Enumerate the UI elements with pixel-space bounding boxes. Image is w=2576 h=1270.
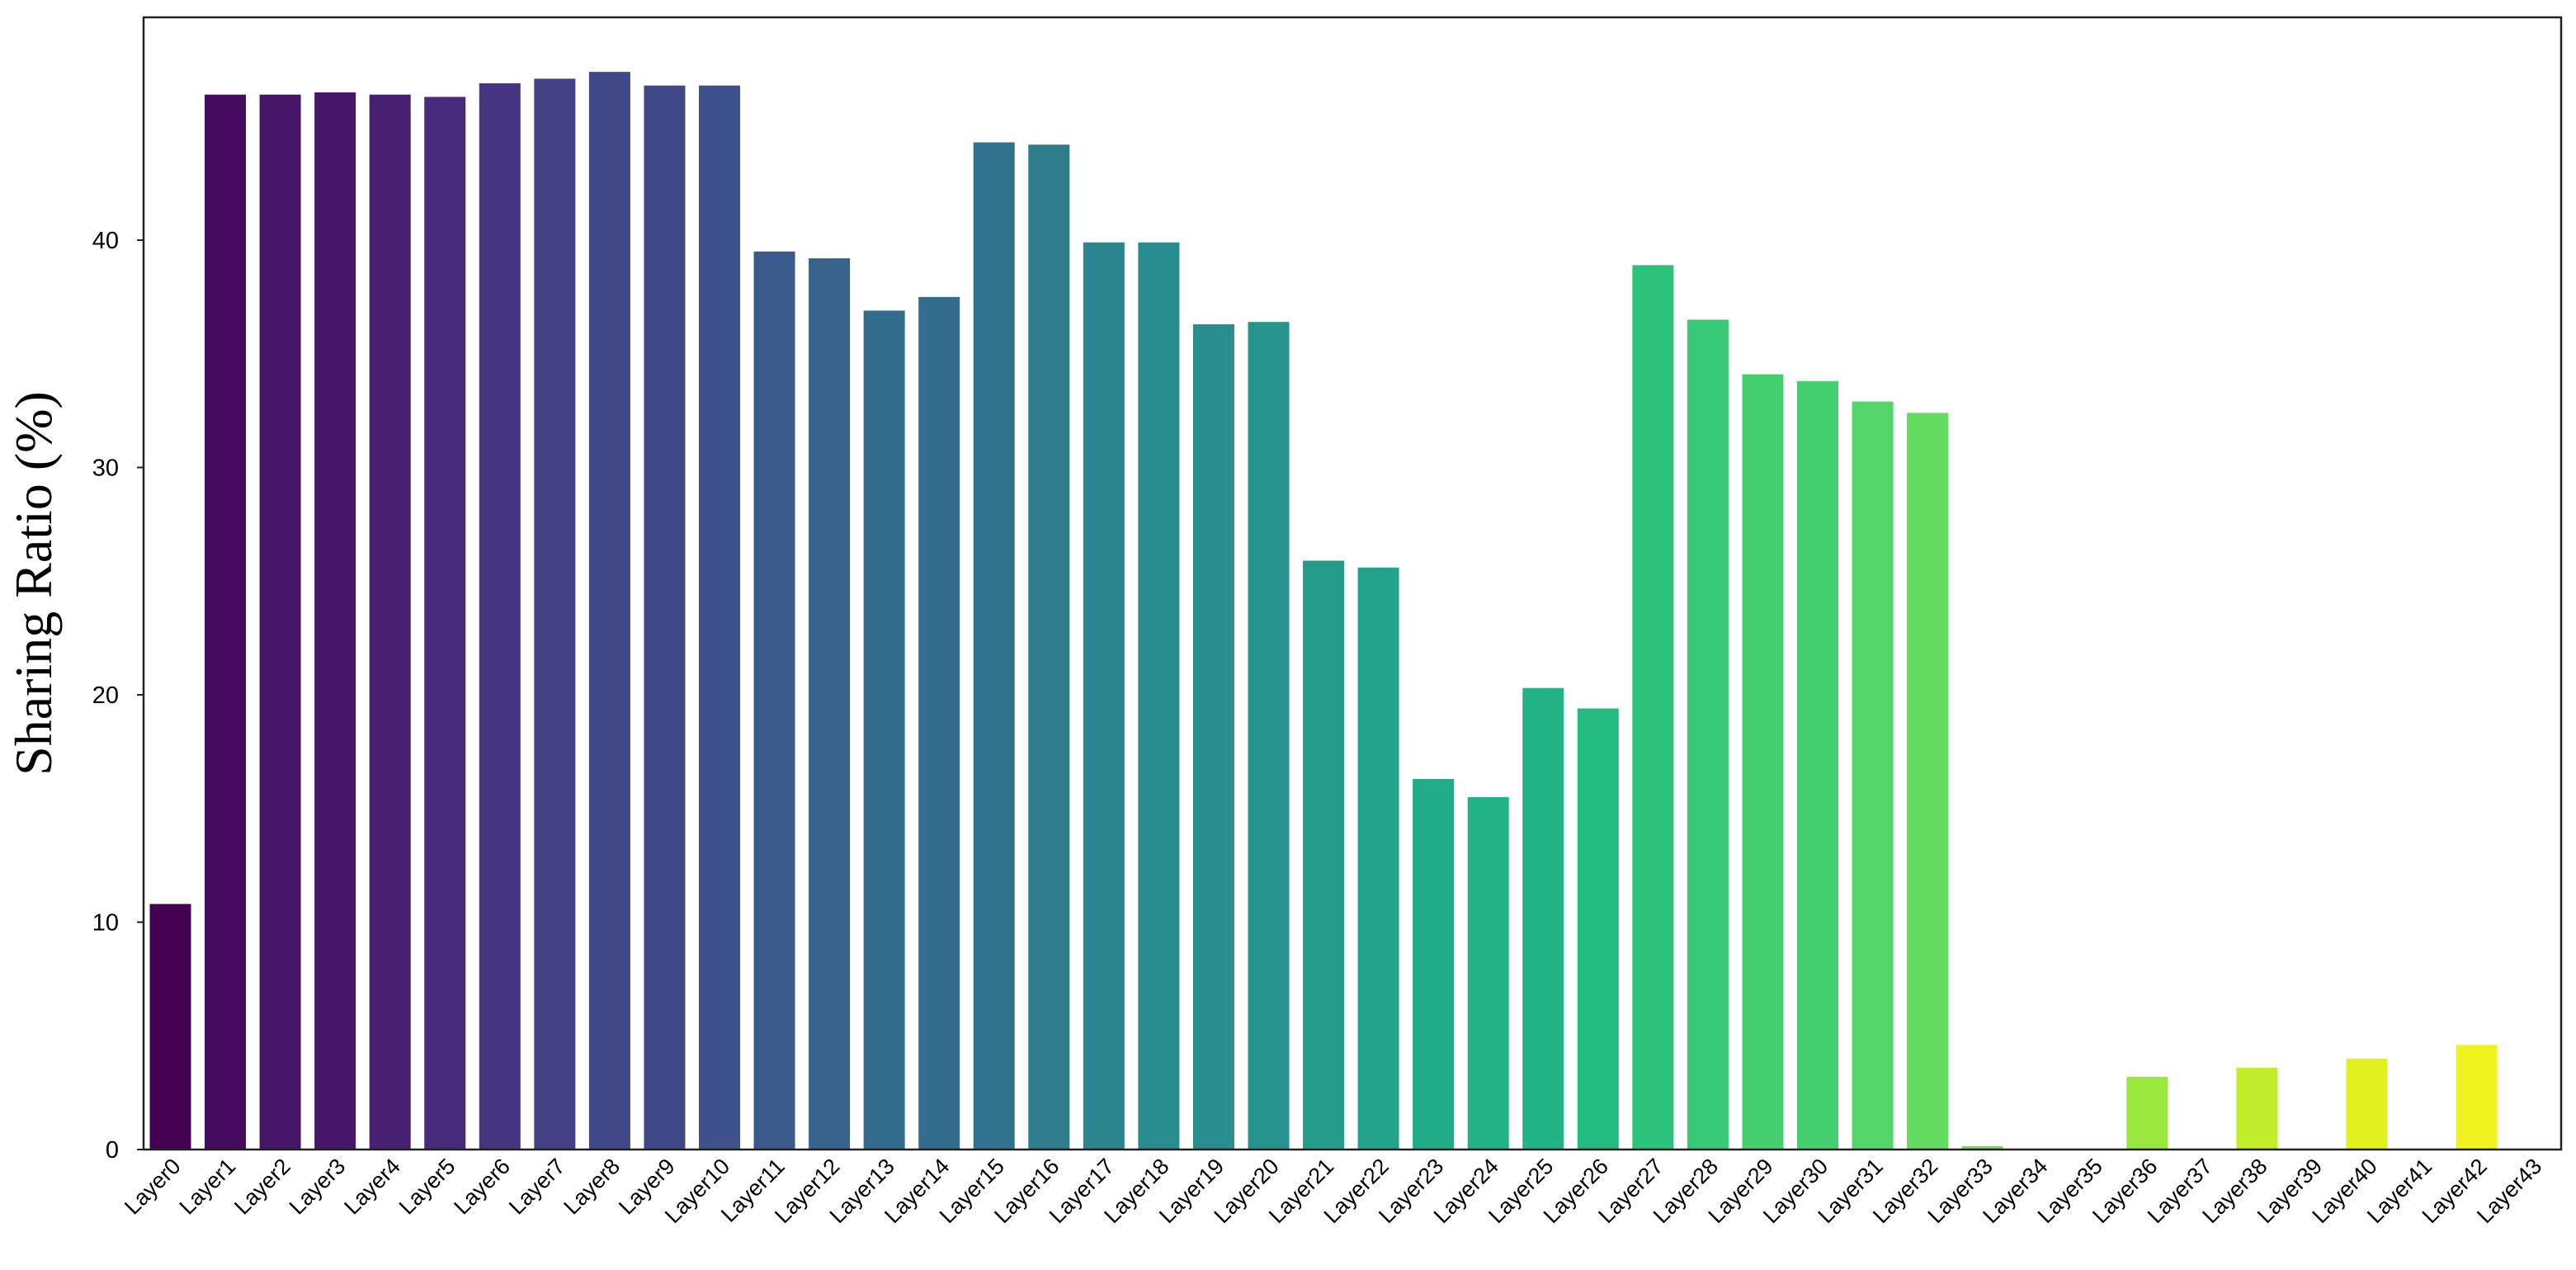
bar-layer10 <box>699 85 740 1150</box>
bar-layer17 <box>1083 242 1125 1150</box>
bar-layer13 <box>863 310 905 1150</box>
bar-layer27 <box>1632 265 1674 1150</box>
y-axis-label: Sharing Ratio (%) <box>4 391 63 776</box>
bar-layer23 <box>1413 778 1455 1150</box>
bar-layer2 <box>259 94 301 1150</box>
bar-layer6 <box>479 83 521 1150</box>
bars-group <box>149 72 2498 1150</box>
bar-layer12 <box>809 258 851 1150</box>
bar-layer32 <box>1907 413 1949 1150</box>
bar-layer22 <box>1357 567 1399 1150</box>
bar-layer20 <box>1248 322 1290 1150</box>
y-tick-label: 20 <box>92 682 119 709</box>
bar-layer42 <box>2456 1045 2498 1150</box>
bar-layer24 <box>1467 796 1509 1150</box>
y-axis: 0 10 20 30 40 <box>92 228 144 1164</box>
bar-layer21 <box>1303 560 1345 1150</box>
bar-layer28 <box>1687 319 1729 1150</box>
bar-layer9 <box>644 85 686 1150</box>
bar-layer11 <box>753 251 795 1150</box>
bar-layer15 <box>973 142 1015 1150</box>
y-tick-label: 10 <box>92 909 119 936</box>
bar-layer29 <box>1742 374 1784 1150</box>
bar-layer36 <box>2126 1076 2168 1150</box>
bar-layer16 <box>1028 144 1070 1150</box>
bar-layer18 <box>1138 242 1180 1150</box>
bar-layer30 <box>1797 380 1838 1150</box>
bar-layer25 <box>1522 687 1564 1150</box>
y-tick-label: 30 <box>92 455 119 481</box>
bar-layer1 <box>205 94 247 1150</box>
bar-layer31 <box>1852 401 1894 1150</box>
y-tick-label: 40 <box>92 228 119 254</box>
bar-layer8 <box>588 72 630 1150</box>
bar-layer5 <box>424 97 466 1150</box>
y-tick-label: 0 <box>106 1137 119 1164</box>
bar-layer33 <box>1961 1145 2003 1150</box>
bar-layer26 <box>1577 708 1619 1150</box>
bar-layer19 <box>1192 323 1234 1150</box>
bar-layer3 <box>314 92 356 1150</box>
bar-layer38 <box>2236 1067 2278 1150</box>
bar-layer14 <box>918 296 960 1150</box>
bar-layer7 <box>534 78 576 1150</box>
bar-layer4 <box>369 94 411 1150</box>
plot-frame <box>142 16 2563 1151</box>
bar-layer0 <box>149 904 191 1150</box>
bar-layer40 <box>2346 1058 2388 1150</box>
